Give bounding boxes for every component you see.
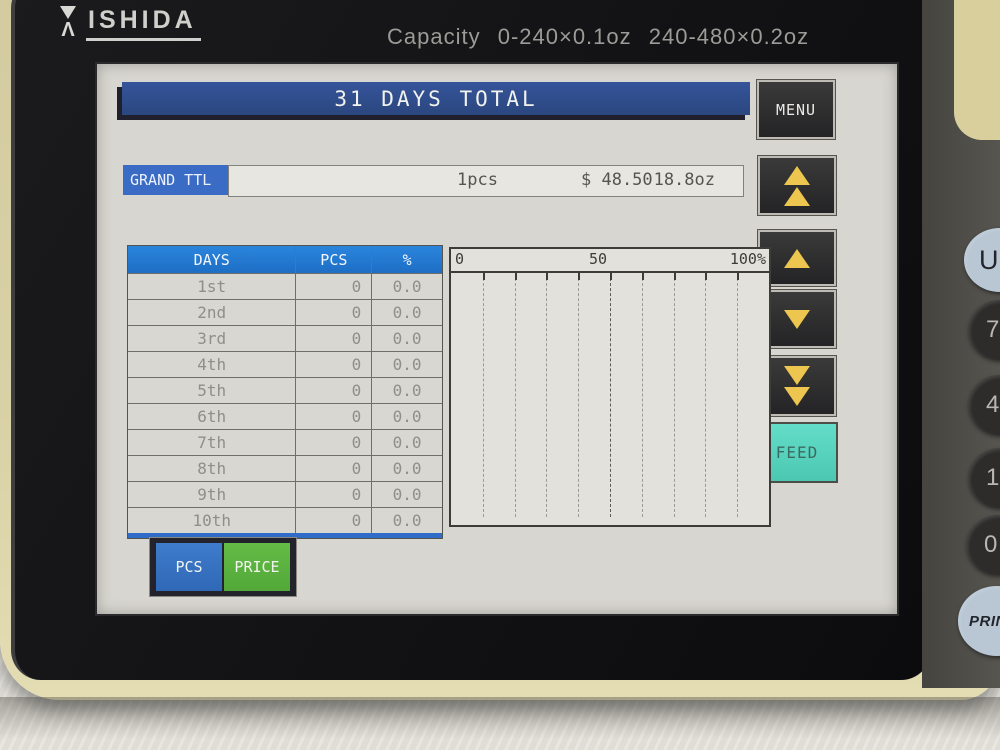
day-cell: 2nd — [128, 300, 297, 325]
day-cell: 3rd — [128, 326, 297, 351]
axis-tick-mark — [546, 273, 549, 280]
pct-cell: 0.0 — [392, 355, 422, 374]
ishida-logo-icon: Λ — [60, 6, 76, 40]
axis-tick-mark — [482, 273, 485, 280]
scroll-down-button[interactable] — [757, 289, 837, 349]
day-cell: 9th — [128, 482, 297, 507]
pct-cell: 0.0 — [392, 303, 422, 322]
table-row: 6th 0 0.0 — [128, 403, 442, 429]
up-arrow-icon — [784, 248, 810, 268]
ishida-logo: Λ ISHIDA — [60, 6, 201, 41]
chart-gridline — [737, 273, 739, 517]
day-cell: 8th — [128, 456, 297, 481]
page-title: 31 DAYS TOTAL — [122, 82, 750, 115]
double-down-arrow-icon — [784, 387, 810, 406]
pct-cell: 0.0 — [392, 381, 422, 400]
pcs-cell: 0 — [296, 404, 373, 429]
grand-total-pcs: 1pcs — [457, 170, 498, 190]
day-cell: 7th — [128, 430, 297, 455]
axis-tick-0: 0 — [455, 250, 465, 268]
pct-cell: 0.0 — [392, 277, 422, 296]
chart-axis-line — [451, 271, 769, 273]
scale-body-corner — [954, 0, 1000, 140]
double-down-arrow-icon — [784, 366, 810, 385]
day-cell: 6th — [128, 404, 297, 429]
pcs-cell: 0 — [296, 430, 373, 455]
axis-tick-mark — [578, 273, 581, 280]
price-toggle-button[interactable]: PRICE — [224, 543, 290, 591]
lcd-screen: 31 DAYS TOTAL MENU FEED GRAND TTL 1pcs $… — [95, 62, 899, 616]
axis-tick-mark — [610, 273, 612, 280]
double-up-arrow-icon — [784, 165, 810, 185]
table-row: 2nd 0 0.0 — [128, 299, 442, 325]
table-row: 10th 0 0.0 — [128, 507, 442, 533]
pct-cell: 0.0 — [392, 459, 422, 478]
grand-total-price: $ 48.50 — [581, 170, 653, 190]
pcs-cell: 0 — [296, 456, 373, 481]
chart-plot-area — [451, 273, 769, 525]
grand-total-weight: 18.8oz — [653, 170, 715, 190]
header-pcs: PCS — [296, 246, 373, 273]
day-cell: 1st — [128, 274, 297, 299]
chart-gridline — [705, 273, 707, 517]
pcs-toggle-button[interactable]: PCS — [156, 543, 222, 591]
axis-tick-50: 50 — [589, 250, 608, 268]
chart-gridline — [514, 273, 516, 517]
grand-total-label: GRAND TTL — [123, 165, 235, 195]
pct-cell: 0.0 — [392, 433, 422, 452]
axis-tick-mark — [514, 273, 517, 280]
chart-gridline — [578, 273, 580, 517]
day-cell: 10th — [128, 508, 297, 533]
pct-cell: 0.0 — [392, 329, 422, 348]
pcs-cell: 0 — [296, 274, 373, 299]
pcs-cell: 0 — [296, 482, 373, 507]
pcs-cell: 0 — [296, 300, 373, 325]
days-table: DAYS PCS % 1st 0 0.0 2nd 0 0.0 3rd 0 0.0… — [127, 245, 443, 539]
page-up-button[interactable] — [757, 155, 837, 216]
axis-tick-mark — [641, 273, 644, 280]
menu-button[interactable]: MENU — [756, 79, 836, 140]
pct-cell: 0.0 — [392, 407, 422, 426]
chart-gridline — [641, 273, 643, 517]
table-row: 9th 0 0.0 — [128, 481, 442, 507]
day-cell: 4th — [128, 352, 297, 377]
table-row: 3rd 0 0.0 — [128, 325, 442, 351]
page-down-button[interactable] — [757, 355, 837, 417]
pct-cell: 0.0 — [392, 511, 422, 530]
grand-total-values: 1pcs $ 48.50 18.8oz — [228, 165, 744, 197]
down-arrow-icon — [784, 309, 810, 329]
table-row: 1st 0 0.0 — [128, 273, 442, 299]
header-days: DAYS — [128, 246, 297, 273]
days-table-header: DAYS PCS % — [128, 246, 442, 273]
axis-tick-mark — [673, 273, 676, 280]
chart-gridline — [546, 273, 548, 517]
brand-name: ISHIDA — [86, 6, 201, 41]
table-scroll-indicator — [128, 533, 442, 538]
chart-gridline-50 — [610, 273, 611, 517]
pcs-cell: 0 — [296, 352, 373, 377]
double-up-arrow-icon — [784, 186, 810, 206]
unit-toggle: PCS PRICE — [149, 537, 297, 597]
axis-tick-mark — [705, 273, 708, 280]
table-row: 8th 0 0.0 — [128, 455, 442, 481]
capacity-label: Capacity 0-240×0.1oz 240-480×0.2oz — [387, 24, 810, 49]
chart-gridline — [482, 273, 484, 517]
chart-gridline — [673, 273, 675, 517]
axis-tick-mark — [737, 273, 740, 280]
pcs-cell: 0 — [296, 508, 373, 533]
table-row: 5th 0 0.0 — [128, 377, 442, 403]
header-pct: % — [402, 250, 412, 269]
pcs-cell: 0 — [296, 326, 373, 351]
axis-tick-100: 100% — [729, 250, 766, 268]
pct-cell: 0.0 — [392, 485, 422, 504]
percentage-bar-chart: 0 50 100% — [449, 247, 771, 527]
table-row: 7th 0 0.0 — [128, 429, 442, 455]
table-row: 4th 0 0.0 — [128, 351, 442, 377]
wall-shadow — [0, 697, 1000, 750]
pcs-cell: 0 — [296, 378, 373, 403]
day-cell: 5th — [128, 378, 297, 403]
